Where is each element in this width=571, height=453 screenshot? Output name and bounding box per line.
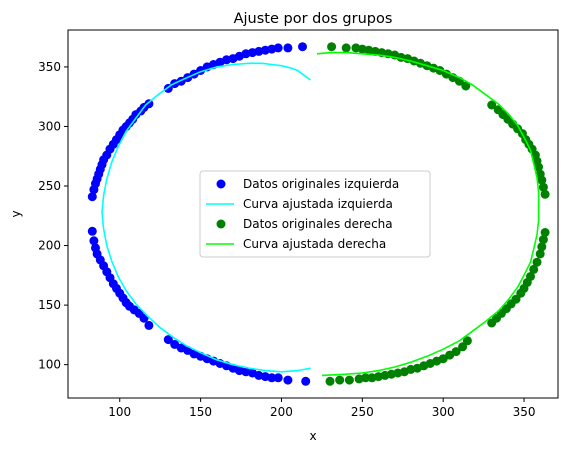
data-point: [540, 189, 550, 199]
data-point: [532, 257, 542, 267]
x-tick-label: 100: [108, 405, 131, 419]
data-point: [87, 192, 97, 202]
axis-ticks: 100 150 200 250 300 350 100 150 200 250 300 350: [38, 60, 535, 419]
data-point: [458, 342, 468, 352]
data-point: [462, 336, 472, 346]
data-point: [487, 100, 497, 110]
x-tick-label: 250: [351, 405, 374, 419]
data-point: [335, 375, 345, 385]
y-axis-label: y: [9, 210, 23, 217]
legend-marker: [216, 219, 226, 229]
fitted-curve-3: [316, 51, 540, 377]
data-point: [461, 81, 471, 91]
y-tick-label: 250: [38, 179, 61, 193]
data-point: [301, 376, 311, 386]
legend-box: [199, 170, 431, 258]
data-point: [538, 235, 548, 245]
y-tick-label: 150: [38, 298, 61, 312]
y-tick-label: 200: [38, 239, 61, 253]
legend-marker: [216, 179, 226, 189]
data-point: [327, 42, 337, 52]
y-tick-label: 350: [38, 60, 61, 74]
plot-area: [87, 42, 550, 386]
x-tick-label: 150: [189, 405, 212, 419]
data-point: [283, 43, 293, 53]
data-point: [298, 42, 307, 52]
data-point: [511, 294, 521, 304]
axes-frame: [67, 29, 559, 399]
legend-label: Curva ajustada derecha: [243, 237, 386, 251]
legend-entry: Datos originales derecha: [216, 217, 393, 231]
x-tick-label: 200: [270, 405, 293, 419]
y-tick-label: 100: [38, 358, 61, 372]
data-point: [144, 99, 154, 109]
x-axis-label: x: [309, 429, 316, 443]
data-point: [87, 226, 97, 236]
data-point: [537, 242, 547, 252]
data-point: [529, 264, 539, 274]
legend-entry: Curva ajustada izquierda: [206, 197, 393, 211]
data-point: [267, 373, 277, 383]
legend-label: Datos originales izquierda: [243, 177, 399, 191]
chart-title: Ajuste por dos grupos: [234, 11, 393, 27]
data-point: [526, 272, 535, 281]
data-point: [163, 335, 173, 345]
x-tick-label: 350: [513, 405, 536, 419]
data-point: [534, 162, 544, 172]
data-point: [144, 320, 154, 330]
legend-entry: Curva ajustada derecha: [206, 237, 386, 251]
data-point: [341, 43, 351, 53]
y-tick-label: 300: [38, 119, 61, 133]
data-point: [451, 347, 461, 357]
legend-label: Datos originales derecha: [243, 217, 393, 231]
legend: Datos originales izquierda Curva ajustada…: [199, 170, 431, 258]
data-point: [540, 228, 550, 237]
data-point: [361, 373, 371, 383]
data-point: [273, 43, 283, 53]
x-tick-label: 300: [432, 405, 455, 419]
data-point: [273, 373, 283, 383]
legend-entry: Datos originales izquierda: [216, 177, 399, 191]
legend-label: Curva ajustada izquierda: [243, 197, 393, 211]
data-point: [89, 236, 99, 246]
data-point: [538, 182, 548, 192]
data-point: [344, 375, 354, 385]
data-point: [325, 376, 335, 386]
data-point: [535, 249, 545, 259]
data-point: [283, 375, 293, 385]
data-point: [537, 175, 547, 185]
fitted-curve-1: [101, 62, 312, 373]
